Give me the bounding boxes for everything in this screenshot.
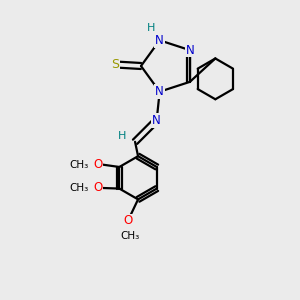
Text: H: H: [147, 23, 155, 33]
Text: N: N: [152, 114, 161, 127]
Text: S: S: [112, 58, 119, 71]
Text: CH₃: CH₃: [70, 160, 89, 170]
Text: N: N: [155, 85, 164, 98]
Text: O: O: [93, 158, 102, 171]
Text: CH₃: CH₃: [70, 183, 89, 193]
Text: N: N: [185, 44, 194, 57]
Text: N: N: [155, 34, 164, 47]
Text: CH₃: CH₃: [120, 231, 140, 241]
Text: O: O: [123, 214, 132, 227]
Text: H: H: [118, 131, 127, 141]
Text: O: O: [93, 182, 102, 194]
